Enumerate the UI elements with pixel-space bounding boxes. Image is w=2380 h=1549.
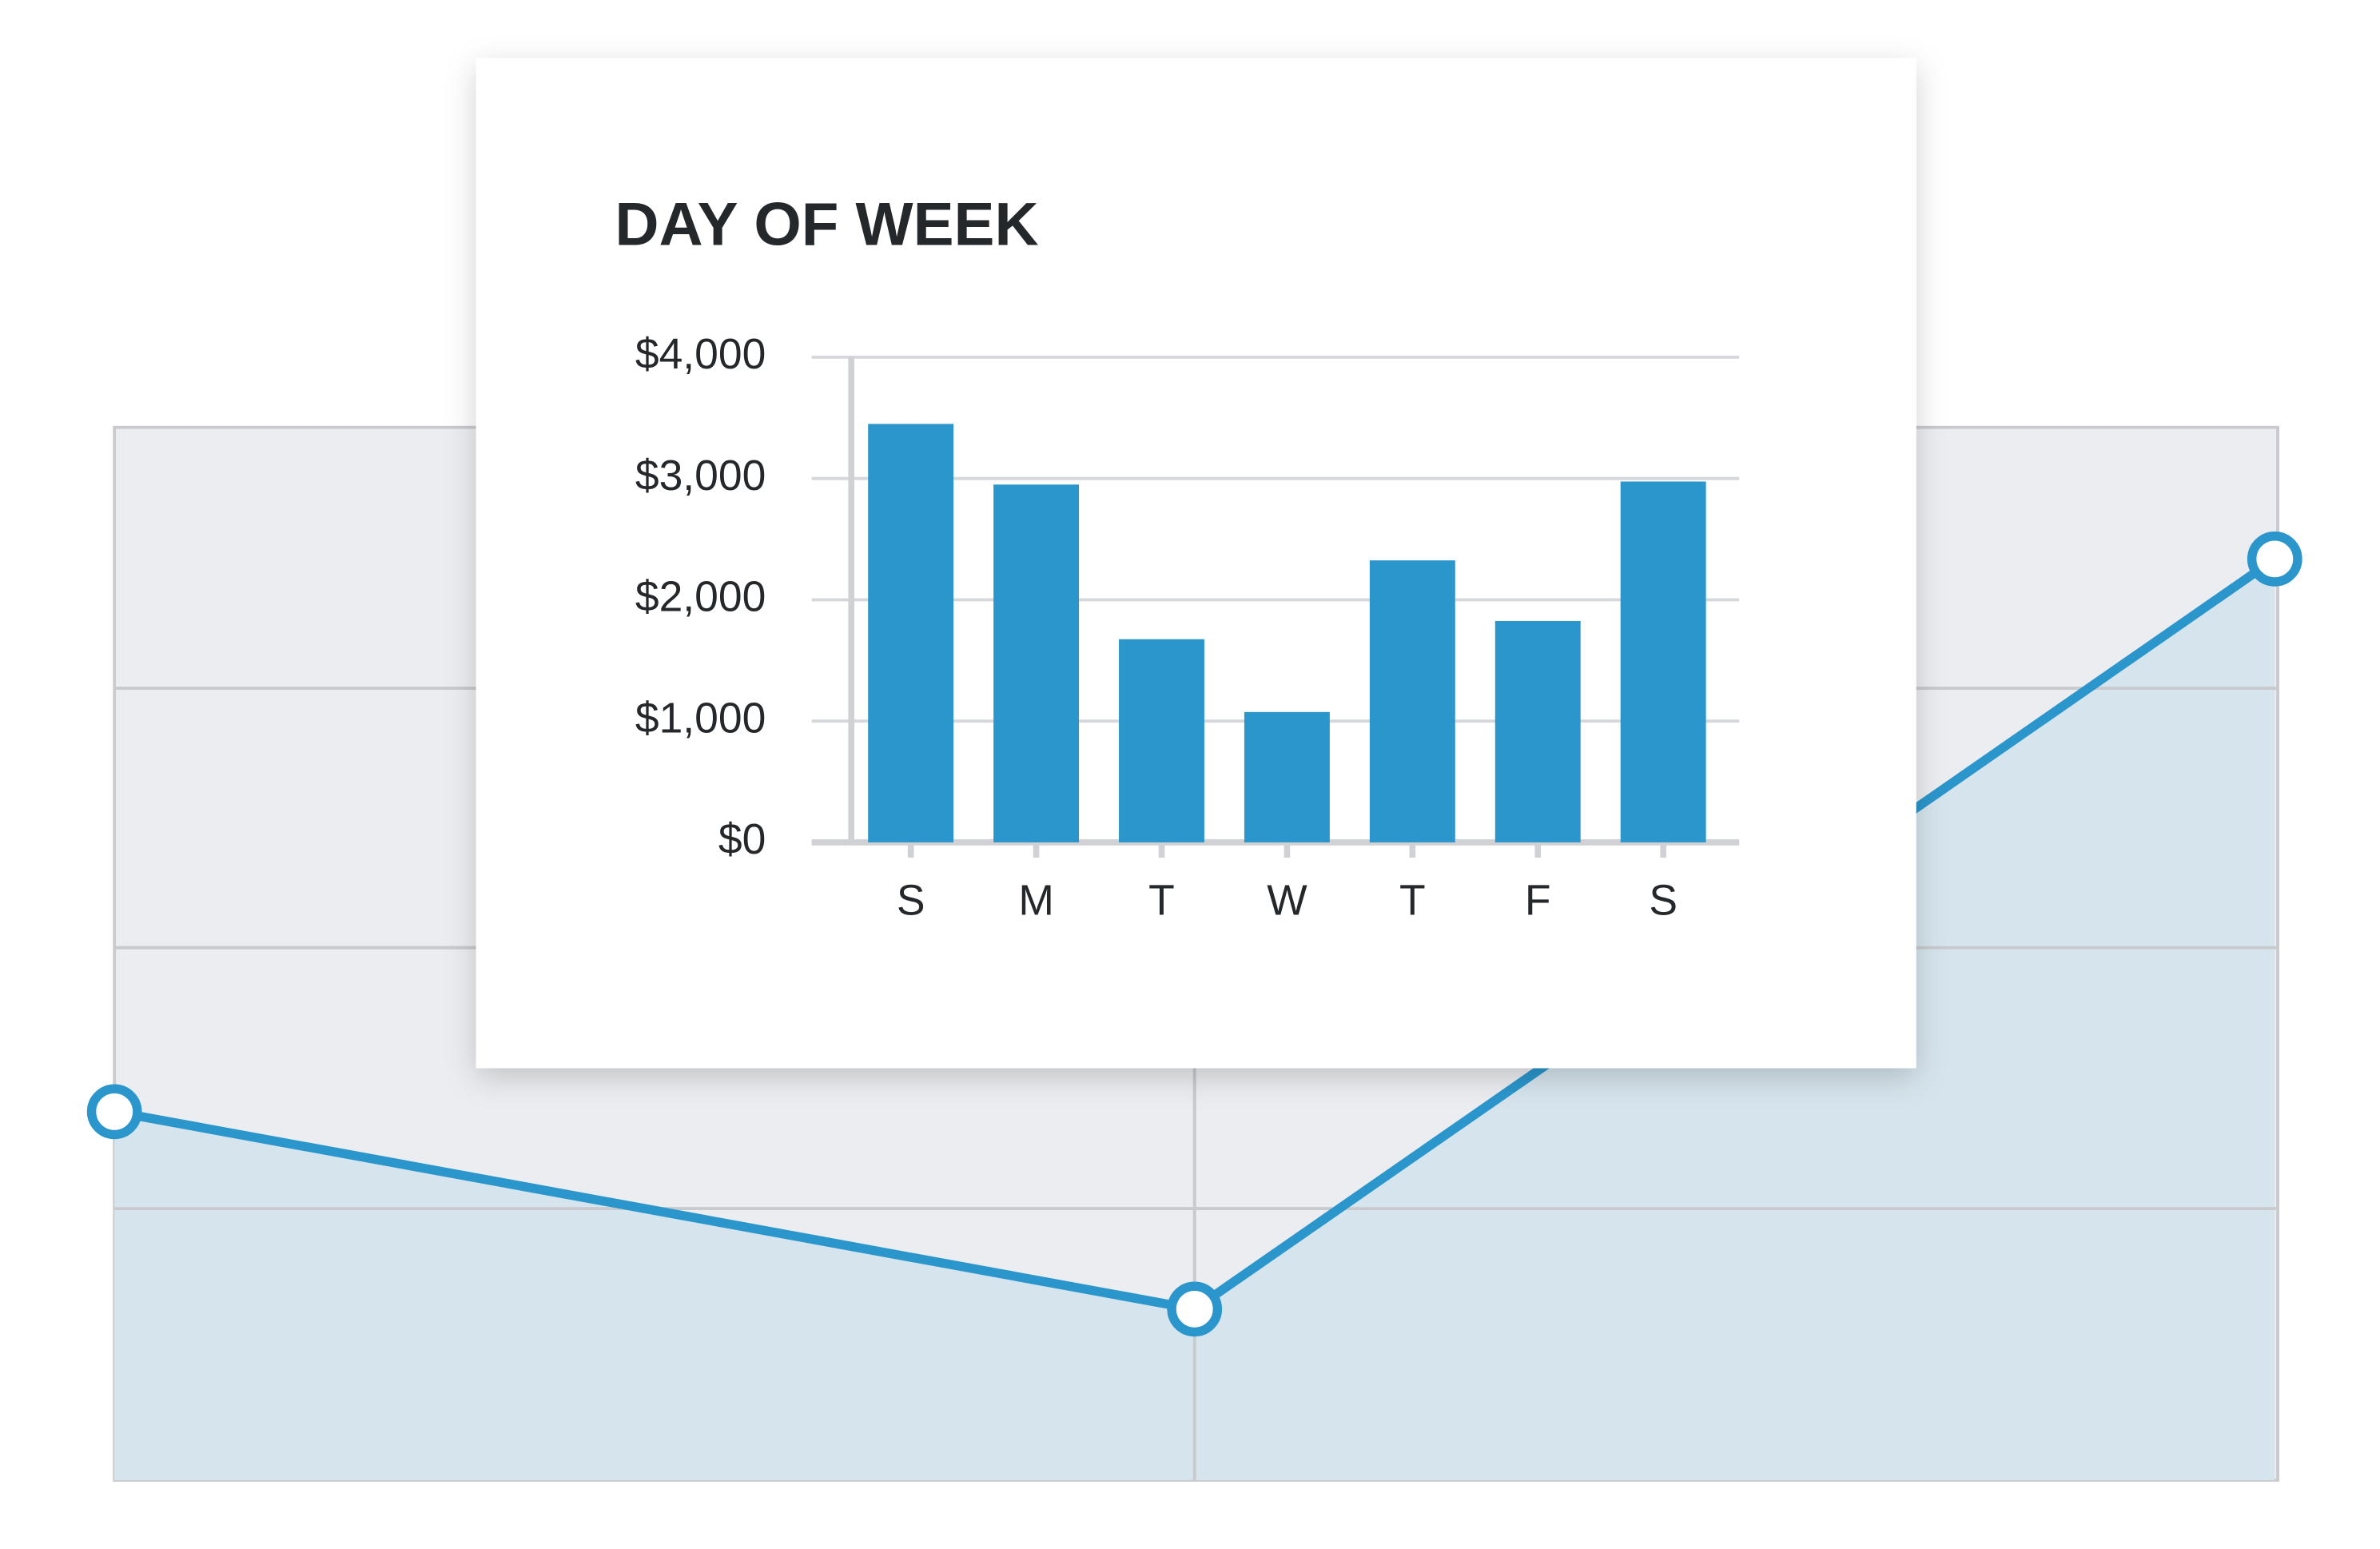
bar [868,424,954,842]
bar [993,484,1080,842]
y-tick-label: $3,000 [635,452,766,500]
bar [1244,711,1330,842]
bar [1494,620,1581,842]
x-tick-label: M [1018,877,1054,924]
y-tick-label: $2,000 [635,574,766,621]
x-tick-label: S [1649,877,1678,924]
point [86,1084,142,1140]
bar [1369,560,1455,842]
chart-title: DAY OF WEEK [615,191,1038,259]
x-tick-label: T [1148,877,1175,924]
y-tick-label: $1,000 [635,695,766,742]
x-tick-label: F [1525,877,1551,924]
point [1167,1281,1223,1337]
y-tick-label: $4,000 [635,331,766,378]
x-tick-label: S [897,877,925,924]
point [2247,531,2302,587]
x-tick-label: W [1267,877,1307,924]
y-tick-label: $0 [718,816,766,863]
x-tick-label: T [1399,877,1426,924]
card: DAY OF WEEK $0 $1,000 $2,000 $3,000 $4,000 S M… [476,58,1916,1069]
area [114,559,2275,1480]
bar [1620,481,1706,842]
bar [1119,639,1204,842]
